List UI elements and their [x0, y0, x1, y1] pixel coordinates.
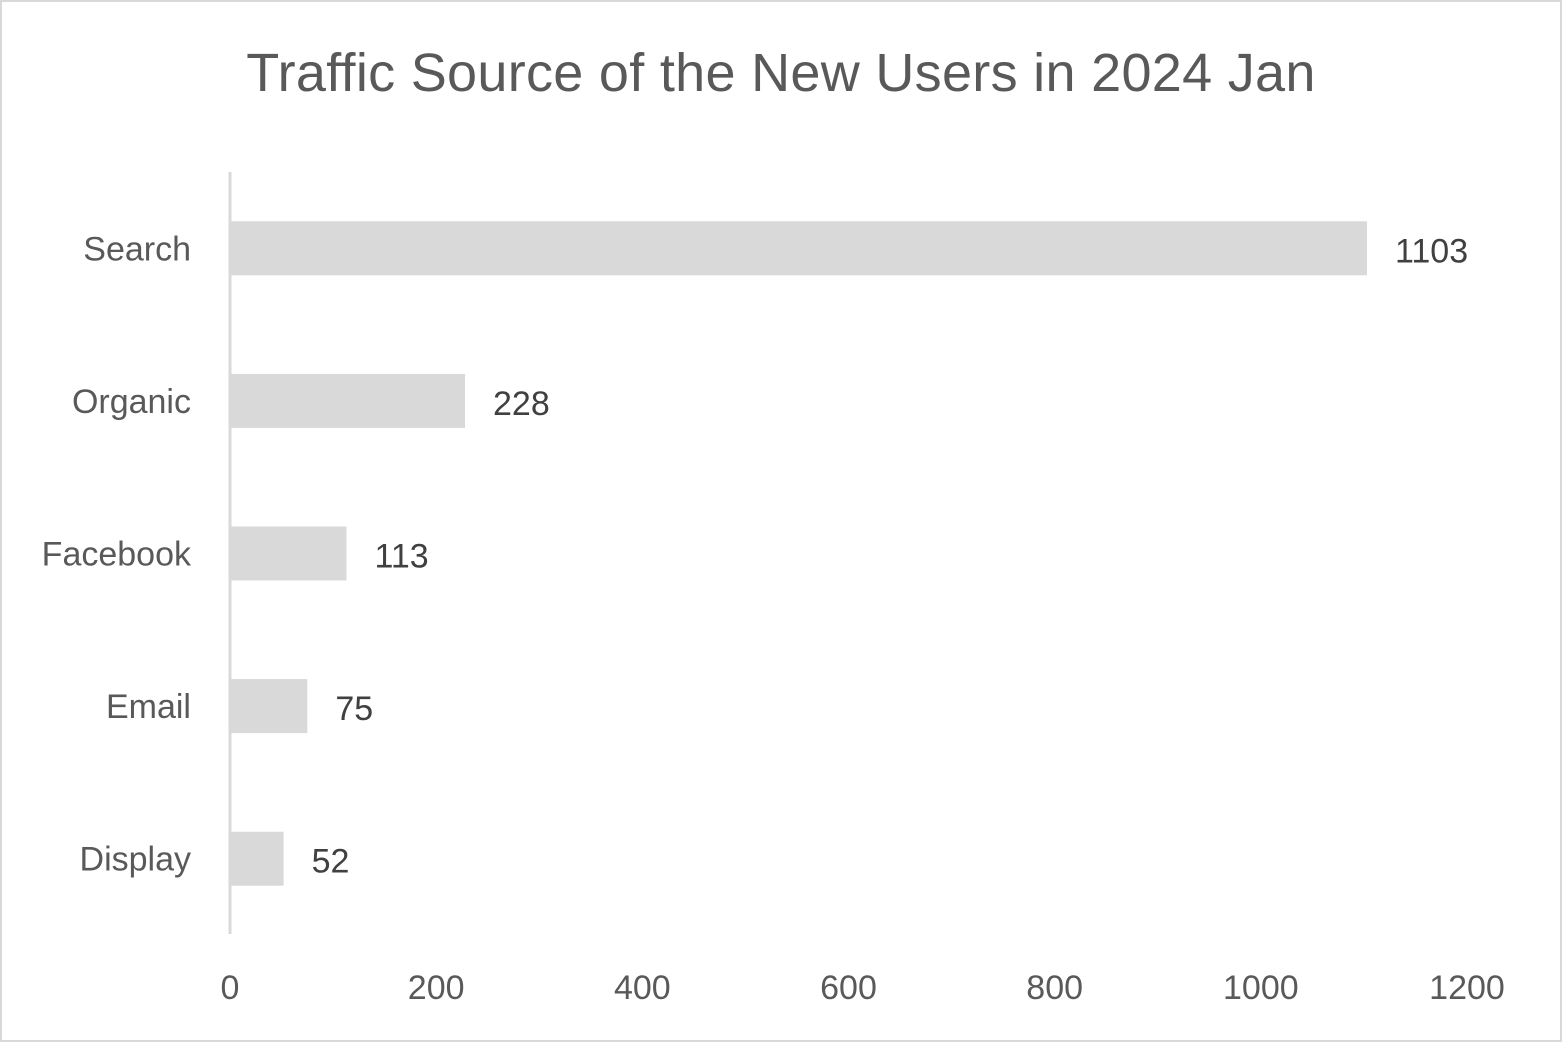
bar-email: [230, 679, 308, 734]
x-tick-label-600: 600: [820, 969, 877, 1007]
data-label-organic: 228: [493, 385, 550, 423]
bar-search: [230, 221, 1368, 276]
data-label-search: 1103: [1395, 232, 1468, 270]
x-tick-label-800: 800: [1026, 969, 1083, 1007]
category-label-facebook: Facebook: [42, 536, 192, 574]
x-tick-label-1200: 1200: [1429, 969, 1505, 1007]
x-tick-label-200: 200: [408, 969, 465, 1007]
labels-layer: Search 1103 Organic 228 Facebook 113 Email 75 Di…: [42, 230, 1468, 880]
category-label-email: Email: [106, 688, 191, 726]
x-tick-label-1000: 1000: [1223, 969, 1299, 1007]
x-tick-label-0: 0: [221, 969, 240, 1007]
x-tick-label-400: 400: [614, 969, 671, 1007]
data-label-email: 75: [335, 690, 373, 728]
bars-layer: [230, 221, 1368, 886]
bar-organic: [230, 373, 466, 428]
category-label-search: Search: [83, 230, 191, 268]
category-label-organic: Organic: [72, 383, 191, 421]
category-label-display: Display: [80, 841, 191, 879]
data-label-facebook: 113: [374, 538, 428, 576]
bar-facebook: [230, 526, 347, 581]
data-label-display: 52: [312, 843, 350, 881]
chart-title: Traffic Source of the New Users in 2024 …: [246, 43, 1316, 103]
bar-display: [230, 831, 284, 886]
x-axis-ticks: 0 200 400 600 800 1000 1200: [221, 969, 1505, 1007]
